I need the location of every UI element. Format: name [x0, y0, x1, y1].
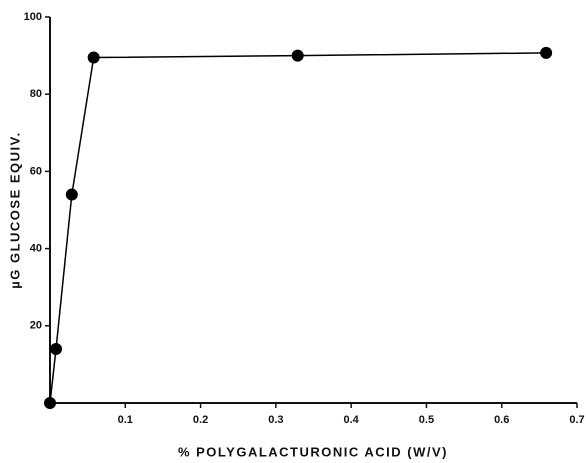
y-tick-label: 80 [30, 88, 42, 100]
x-tick-label: 0.6 [494, 414, 509, 426]
data-point [540, 46, 553, 59]
x-tick-label: 0.1 [118, 414, 133, 426]
x-axis-label: % POLYGALACTURONIC ACID (W/V) [178, 444, 448, 459]
x-tick-label: 0.2 [193, 414, 208, 426]
x-tick-label: 0.7 [569, 414, 584, 426]
y-tick-label: 60 [30, 165, 42, 177]
data-point [65, 188, 78, 201]
data-point [50, 342, 63, 355]
y-tick-label: 40 [30, 243, 42, 255]
y-tick-label: 100 [24, 11, 42, 23]
data-point [291, 49, 304, 62]
x-tick-label: 0.5 [419, 414, 434, 426]
series-line [49, 52, 547, 404]
x-tick-label: 0.4 [343, 414, 359, 426]
data-point [44, 397, 56, 409]
x-tick-label: 0.3 [268, 414, 283, 426]
y-axis-label: µG GLUCOSE EQUIV. [7, 131, 22, 288]
data-point [87, 51, 100, 64]
y-tick-label: 20 [30, 320, 42, 332]
